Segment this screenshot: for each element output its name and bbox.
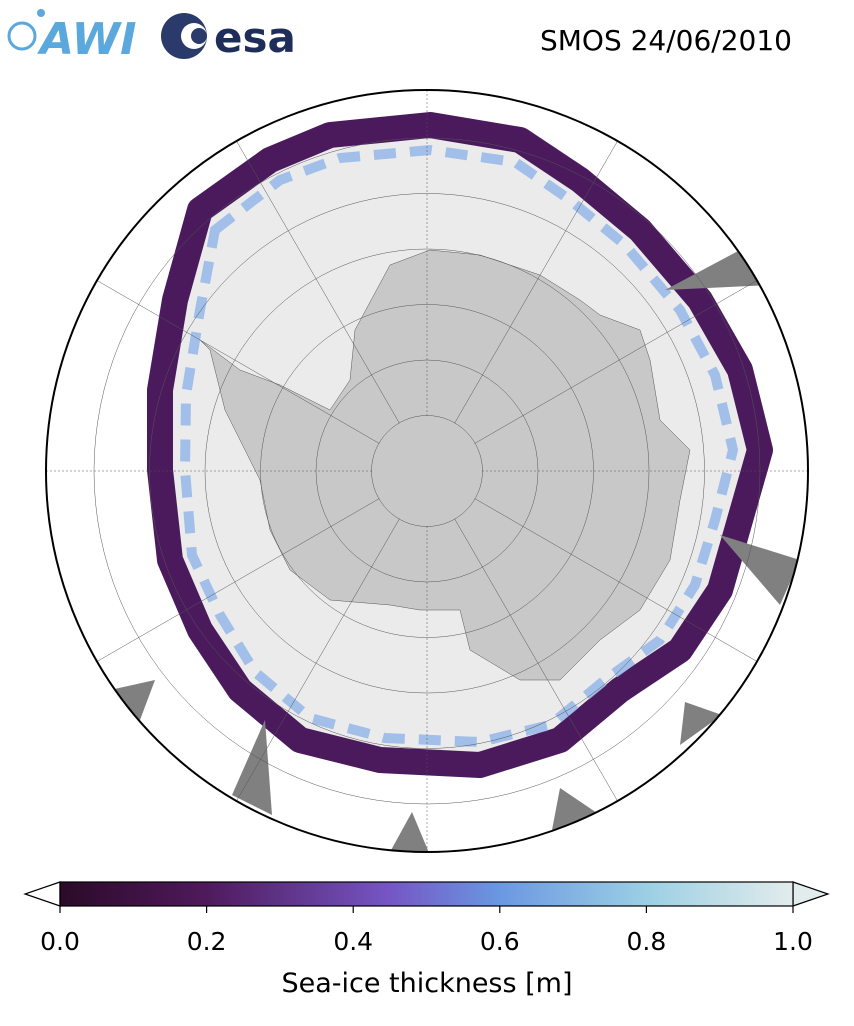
colorbar: [59, 881, 794, 907]
colorbar-tick-label: 0.0: [40, 927, 80, 956]
land-mask: [110, 680, 155, 720]
land-mask: [720, 535, 800, 605]
meridian: [454, 518, 628, 818]
colorbar-tick-label: 0.2: [187, 927, 227, 956]
colorbar-tick-label: 1.0: [773, 927, 813, 956]
map-title: SMOS 24/06/2010: [540, 24, 792, 57]
meridian: [80, 498, 380, 672]
colorbar-tick-label: 0.4: [333, 927, 373, 956]
map: [46, 90, 808, 852]
colorbar-over: [792, 881, 830, 907]
meridian: [474, 270, 774, 444]
land-mask: [390, 812, 432, 852]
latitude-circle: [204, 248, 650, 694]
esa-text: esa: [214, 13, 296, 62]
awi-logo: AWI: [7, 9, 137, 65]
sea-ice-inner: [179, 144, 739, 748]
colorbar-under: [23, 881, 61, 907]
graticule: [46, 90, 808, 852]
map-border: [45, 89, 809, 853]
meridian: [80, 270, 380, 444]
meridian: [454, 124, 628, 424]
esa-logo: esa: [161, 13, 296, 62]
meridian: [226, 518, 400, 818]
meridian: [226, 124, 400, 424]
land-mask: [680, 702, 722, 745]
latitude-circle: [149, 193, 705, 749]
awi-text: AWI: [37, 14, 137, 65]
meridian: [474, 498, 774, 672]
colorbar-label: Sea-ice thickness [m]: [281, 968, 572, 999]
antarctica: [199, 249, 691, 681]
land-mask: [552, 788, 600, 830]
colorbar-tick-label: 0.8: [627, 927, 667, 956]
latitude-circle: [260, 304, 594, 638]
colorbar-tick-label: 0.6: [480, 927, 520, 956]
